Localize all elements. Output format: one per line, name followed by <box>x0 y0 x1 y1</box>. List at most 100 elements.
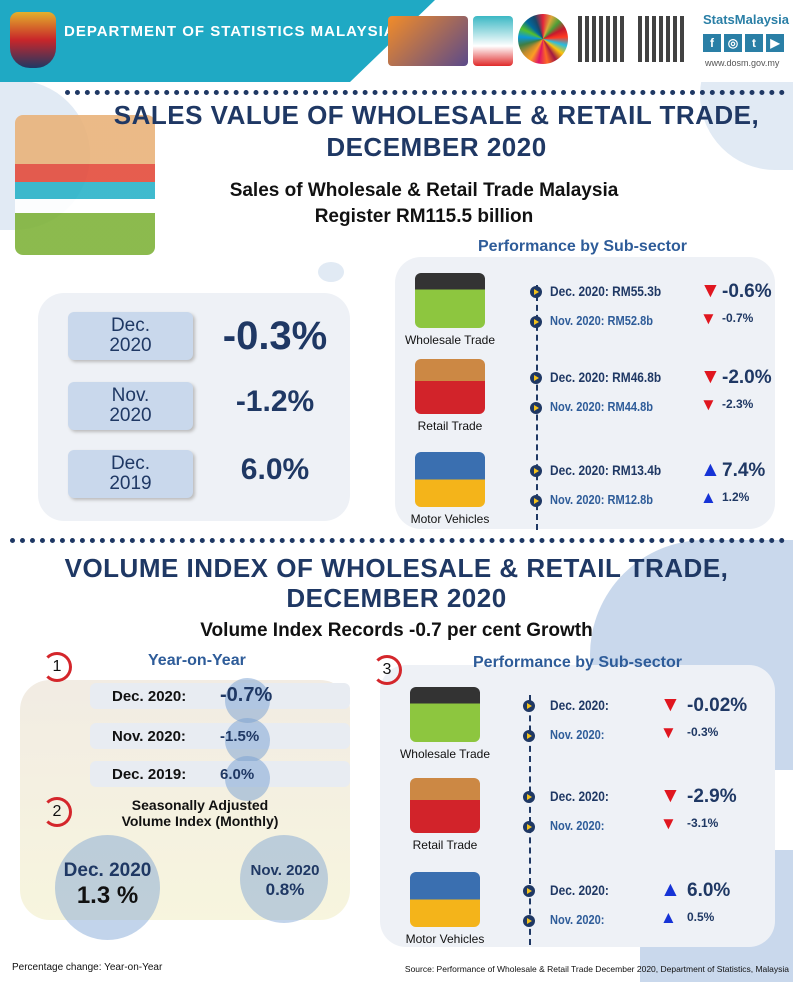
timeline-bullet-icon <box>523 700 535 712</box>
retail-shop-icon <box>410 778 480 833</box>
instagram-icon[interactable]: ◎ <box>724 34 742 52</box>
timeline-bullet-icon <box>523 885 535 897</box>
yoy-row-bar <box>90 761 350 787</box>
nov-label: Nov. 2020: RM52.8b <box>550 313 653 328</box>
period-year: 2020 <box>109 335 152 356</box>
value-bubble <box>225 718 270 763</box>
nov-percent: -3.1% <box>687 816 719 830</box>
divider <box>10 538 785 543</box>
website-link[interactable]: www.dosm.gov.my <box>705 58 780 68</box>
subsector-name: Retail Trade <box>417 419 483 433</box>
retail-shop-icon <box>415 359 485 414</box>
arrow-up-icon: ▲ <box>660 908 677 927</box>
volume-subsector-heading: Performance by Sub-sector <box>473 654 682 671</box>
sales-subtitle-2: Register RM115.5 billion <box>314 206 534 227</box>
volume-title-1: VOLUME INDEX OF WHOLESALE & RETAIL TRADE… <box>64 553 729 583</box>
sa-dec-label: Dec. 2020 <box>63 860 152 881</box>
arrow-down-icon: ▼ <box>700 365 721 388</box>
footer-source: Source: Performance of Wholesale & Retai… <box>404 964 789 974</box>
arrow-down-icon: ▼ <box>660 723 677 742</box>
growth-value: -0.3% <box>222 314 328 358</box>
forklift-icon <box>415 273 485 328</box>
arrow-up-icon: ▲ <box>700 488 717 507</box>
yoy-value: -0.7% <box>220 684 273 706</box>
step-number-1: 1 <box>42 652 72 682</box>
dec-bubble <box>55 835 160 940</box>
timeline-bullet-icon <box>530 286 542 298</box>
car-search-icon <box>415 452 485 507</box>
dec-label: Dec. 2020: RM46.8b <box>550 369 662 385</box>
nov-label: Nov. 2020: RM12.8b <box>550 492 653 507</box>
trade-illustration <box>20 680 350 920</box>
yoy-value: 6.0% <box>220 766 255 783</box>
nov-label: Nov. 2020: RM44.8b <box>550 399 653 414</box>
yoy-label: Dec. 2020: <box>112 688 187 705</box>
timeline-bullet-icon <box>530 495 542 507</box>
qr-code[interactable] <box>638 16 684 62</box>
volume-title-2: DECEMBER 2020 <box>286 583 507 613</box>
qr-code[interactable] <box>578 16 624 62</box>
value-bubble <box>225 756 270 801</box>
nov-label: Nov. 2020: <box>550 912 605 927</box>
period-pill: Nov. 2020 <box>68 382 193 430</box>
timeline-bullet-icon <box>523 730 535 742</box>
sa-heading-2: Volume Index (Monthly) <box>121 813 279 829</box>
arrow-down-icon: ▼ <box>700 279 721 302</box>
yoy-label: Nov. 2020: <box>112 728 186 745</box>
volume-subtitle: Volume Index Records -0.7 per cent Growt… <box>200 620 593 641</box>
step-number-3: 3 <box>372 655 402 685</box>
arrow-down-icon: ▼ <box>700 309 717 328</box>
period-pill: Dec. 2019 <box>68 450 193 498</box>
period-year: 2020 <box>109 405 152 426</box>
yoy-row-bar <box>90 683 350 709</box>
yoy-heading: Year-on-Year <box>148 652 246 669</box>
timeline-bullet-icon <box>523 821 535 833</box>
period-month: Dec. <box>110 453 151 474</box>
dec-label: Dec. 2020: RM13.4b <box>550 462 662 478</box>
dec-label: Dec. 2020: <box>550 788 609 804</box>
coat-of-arms-logo <box>10 12 56 68</box>
subsector-name: Wholesale Trade <box>399 747 491 761</box>
sdg-logo <box>518 14 568 64</box>
sa-heading: Seasonally Adjusted Volume Index (Monthly… <box>110 797 290 829</box>
period-month: Dec. <box>110 315 151 336</box>
dec-percent: -2.0% <box>722 367 772 388</box>
growth-value: 6.0% <box>240 453 310 486</box>
sa-nov-value: 0.8% <box>265 880 305 899</box>
yoy-value: -1.5% <box>220 728 260 745</box>
dec-label: Dec. 2020: RM55.3b <box>550 283 662 299</box>
dec-percent: 7.4% <box>722 460 766 481</box>
nov-percent: 1.2% <box>722 490 750 504</box>
facebook-icon[interactable]: f <box>703 34 721 52</box>
org-name: DEPARTMENT OF STATISTICS MALAYSIA <box>64 23 396 40</box>
yoy-row-bar <box>90 723 350 749</box>
dec-label: Dec. 2020: <box>550 882 609 898</box>
dec-percent: -0.6% <box>722 281 772 302</box>
twitter-icon[interactable]: t <box>745 34 763 52</box>
period-year: 2019 <box>109 473 152 494</box>
subsector-name: Motor Vehicles <box>410 512 490 526</box>
timeline-bullet-icon <box>530 372 542 384</box>
arrow-down-icon: ▼ <box>660 784 681 807</box>
decor-bubble <box>318 262 344 282</box>
arrow-down-icon: ▼ <box>660 814 677 833</box>
youtube-icon[interactable]: ▶ <box>766 34 784 52</box>
sa-heading-1: Seasonally Adjusted <box>131 797 269 813</box>
nov-percent: -0.7% <box>722 311 754 325</box>
timeline-line <box>529 695 531 945</box>
arrow-up-icon: ▲ <box>700 458 721 481</box>
growth-value: -1.2% <box>235 385 315 418</box>
census-logo <box>388 16 468 66</box>
dec-percent: -2.9% <box>687 786 737 807</box>
nov-label: Nov. 2020: <box>550 727 605 742</box>
yoy-label: Dec. 2019: <box>112 766 187 783</box>
dec-label: Dec. 2020: <box>550 697 609 713</box>
mystats-day-logo <box>473 16 513 66</box>
sales-subsector-heading: Performance by Sub-sector <box>478 238 687 255</box>
nov-percent: -2.3% <box>722 397 754 411</box>
sales-title-1: SALES VALUE OF WHOLESALE & RETAIL TRADE, <box>113 100 760 130</box>
step-number-2: 2 <box>42 797 72 827</box>
nov-percent: -0.3% <box>687 725 719 739</box>
timeline-bullet-icon <box>523 915 535 927</box>
period-pill: Dec. 2020 <box>68 312 193 360</box>
